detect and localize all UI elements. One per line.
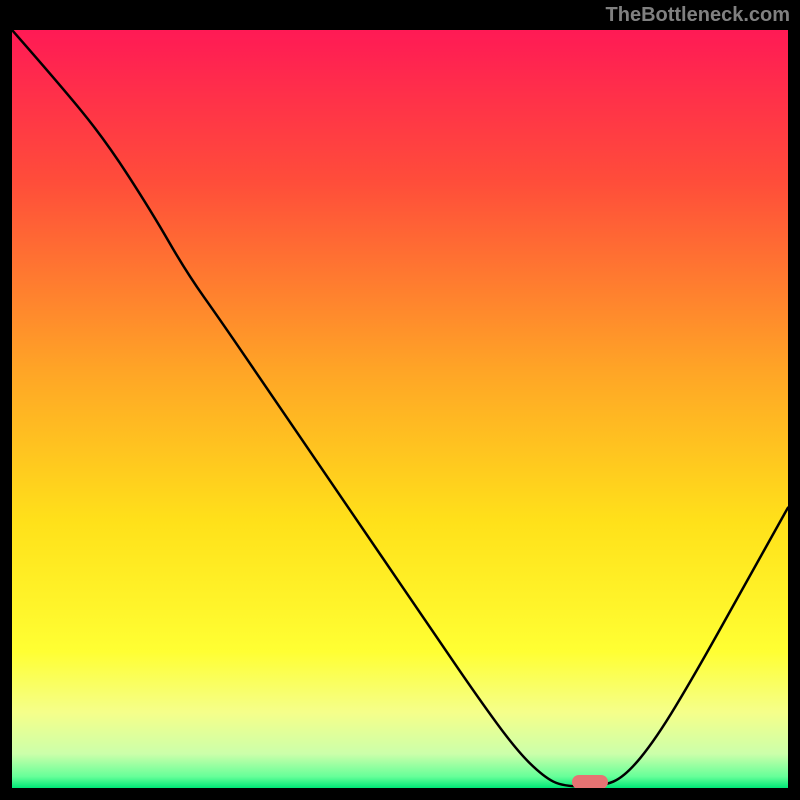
optimal-marker [572, 775, 608, 788]
bottleneck-curve [12, 30, 788, 788]
chart-container: TheBottleneck.com [0, 0, 800, 800]
watermark-text: TheBottleneck.com [606, 4, 790, 27]
plot-area [12, 30, 788, 788]
